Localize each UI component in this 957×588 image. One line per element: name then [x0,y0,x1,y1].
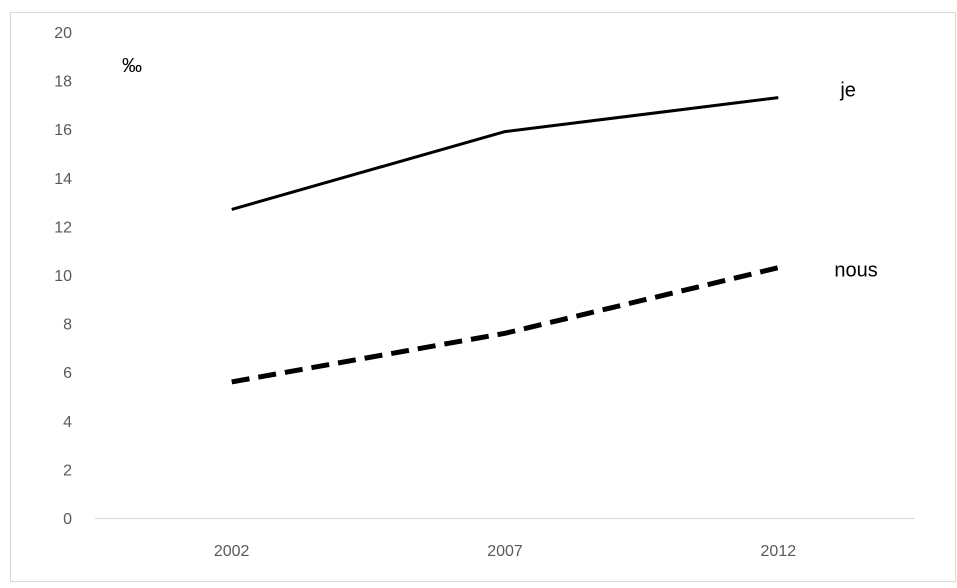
chart-border [10,12,956,582]
y-tick-label: 12 [54,219,72,236]
y-tick-label: 10 [54,268,72,285]
series-line-nous [231,265,779,385]
y-axis-tick-labels: 0 2 4 6 8 10 12 14 16 18 20 [54,25,72,528]
y-tick-label: 16 [54,122,72,139]
series-lines [231,96,779,385]
y-axis-unit-label: ‰ [122,55,142,77]
y-tick-label: 20 [54,25,72,42]
y-tick-label: 0 [63,511,72,528]
series-label-je: je [839,80,856,102]
x-tick-label: 2007 [487,543,523,560]
y-tick-label: 2 [63,462,72,479]
x-axis-tick-labels: 2002 2007 2012 [214,543,796,560]
y-tick-label: 8 [63,317,72,334]
y-tick-label: 14 [54,171,72,188]
series-labels: je nous [834,80,877,282]
x-tick-label: 2002 [214,543,250,560]
series-label-nous: nous [834,260,877,282]
y-tick-label: 4 [63,414,72,431]
y-tick-label: 18 [54,74,72,91]
series-line-je [231,96,779,211]
y-tick-label: 6 [63,365,72,382]
x-tick-label: 2012 [761,543,797,560]
